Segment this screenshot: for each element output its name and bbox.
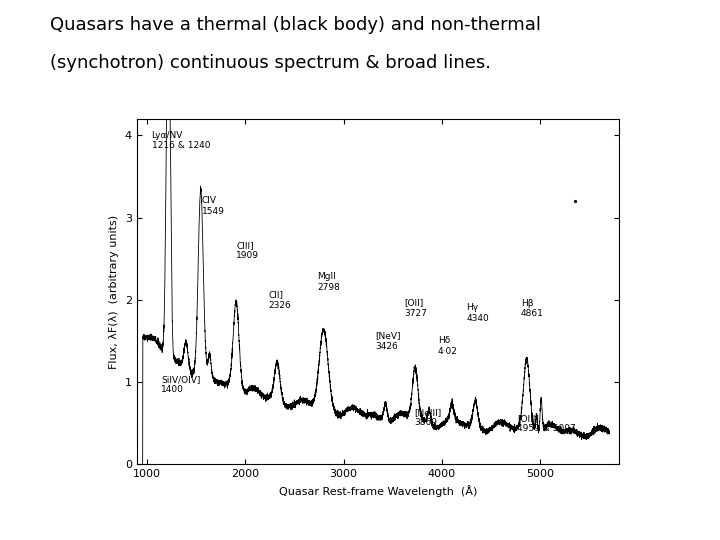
X-axis label: Quasar Rest-frame Wavelength  (Å): Quasar Rest-frame Wavelength (Å) bbox=[279, 485, 477, 497]
Y-axis label: Flux, λF(λ)  (arbitrary units): Flux, λF(λ) (arbitrary units) bbox=[109, 214, 120, 369]
Text: [NeV]
3426: [NeV] 3426 bbox=[375, 332, 400, 351]
Text: Hβ
4861: Hβ 4861 bbox=[521, 299, 544, 318]
Text: Hδ
4·02: Hδ 4·02 bbox=[438, 336, 458, 356]
Text: Lyα/NV
1216 & 1240: Lyα/NV 1216 & 1240 bbox=[152, 131, 210, 150]
Text: Hγ
4340: Hγ 4340 bbox=[467, 303, 490, 323]
Text: CII]
2326: CII] 2326 bbox=[269, 291, 292, 310]
Text: [NeIII]
3869: [NeIII] 3869 bbox=[415, 408, 441, 427]
Text: CIV
1549: CIV 1549 bbox=[202, 197, 225, 216]
Text: [OII]
3727: [OII] 3727 bbox=[405, 299, 428, 318]
Text: SiIV/OIV]
1400: SiIV/OIV] 1400 bbox=[161, 375, 201, 394]
Text: MgII
2798: MgII 2798 bbox=[317, 272, 340, 292]
Text: CIII]
1909: CIII] 1909 bbox=[236, 241, 259, 260]
Text: Quasars have a thermal (black body) and non-thermal: Quasars have a thermal (black body) and … bbox=[50, 16, 541, 34]
Text: (synchotron) continuous spectrum & broad lines.: (synchotron) continuous spectrum & broad… bbox=[50, 54, 491, 72]
Text: [OIII]
4959 & 5007: [OIII] 4959 & 5007 bbox=[517, 414, 575, 433]
